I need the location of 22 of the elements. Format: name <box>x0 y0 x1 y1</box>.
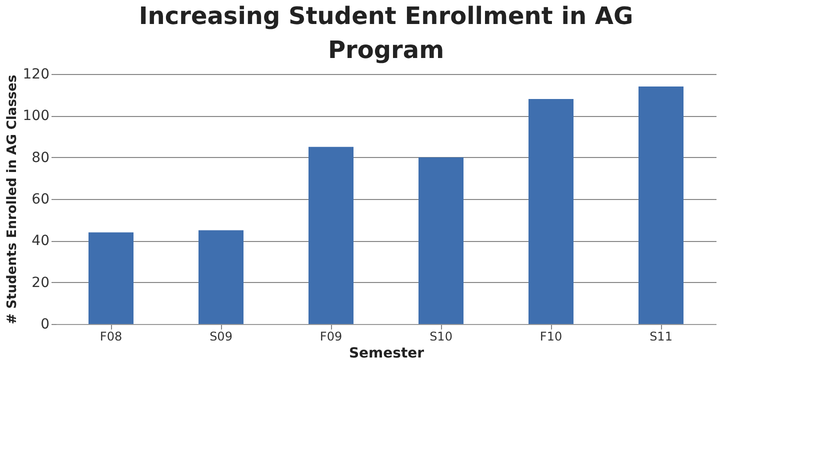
bar <box>418 157 464 324</box>
x-tick-label: F09 <box>320 330 342 344</box>
y-tick-label: 100 <box>22 108 50 124</box>
x-tick-label: S11 <box>650 330 672 344</box>
x-axis-title: Semester <box>348 346 424 362</box>
y-tick-label: 120 <box>22 66 50 82</box>
x-tick-label: F08 <box>100 330 122 344</box>
bar <box>308 146 354 324</box>
y-tick-label: 60 <box>32 192 50 208</box>
x-tick-label: S10 <box>430 330 452 344</box>
y-tick-label: 20 <box>32 274 50 291</box>
x-tick-label: S09 <box>210 330 232 344</box>
chart-title: Increasing Student Enrollment in AG Program <box>138 2 634 64</box>
y-tick-label: 40 <box>32 233 50 250</box>
x-tick-label: F10 <box>540 330 562 344</box>
bar <box>198 230 244 324</box>
bar <box>88 232 134 324</box>
bar <box>528 99 574 324</box>
bar <box>638 86 684 324</box>
y-axis-title: # Students Enrolled in AG Classes <box>4 74 20 324</box>
y-tick-label: 0 <box>40 316 50 332</box>
y-tick-label: 80 <box>32 150 50 166</box>
